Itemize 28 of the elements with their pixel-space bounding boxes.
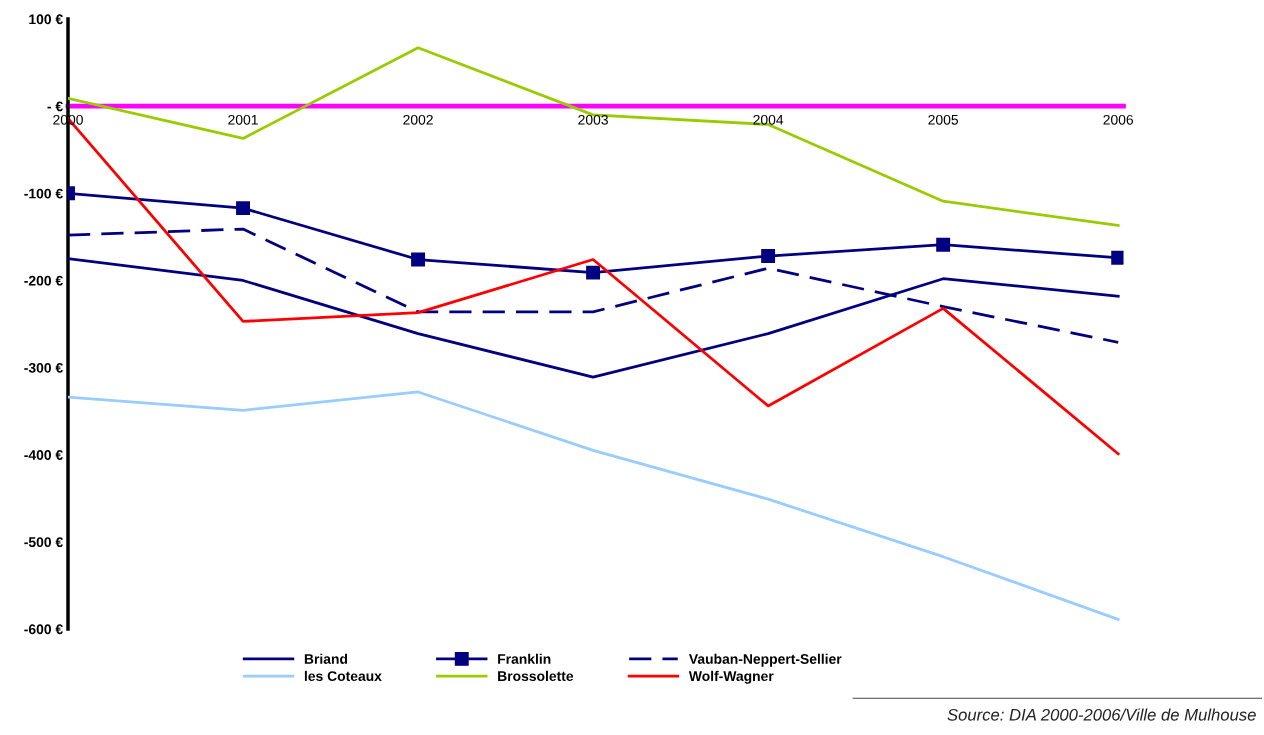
point — [411, 252, 426, 267]
x-tick-label: 2004 — [753, 114, 784, 125]
legend-label: Vauban-Neppert-Sellier — [688, 653, 842, 667]
y-tick-label: -600 € — [24, 624, 63, 635]
x-tick-label: 2005 — [928, 114, 959, 125]
legend-label: les Coteaux — [304, 670, 382, 682]
legend-label: Brossolette — [498, 670, 574, 682]
x-tick-label: 2003 — [578, 114, 608, 125]
y-tick-label: -100 € — [24, 188, 63, 199]
point — [936, 237, 951, 252]
point — [586, 265, 601, 280]
line-series — [68, 390, 1120, 621]
point — [236, 201, 250, 216]
y-tick-label: -400 € — [24, 450, 63, 460]
y-tick-label: - € — [47, 101, 63, 112]
y-tick-label: -500 € — [24, 537, 63, 548]
x-tick-label: 2002 — [403, 114, 433, 125]
legend-label: Briand — [304, 653, 348, 664]
point — [761, 249, 776, 264]
y-tick-label: -300 € — [24, 362, 63, 373]
source-note: Source: DIA 2000-2006/Ville de Mulhouse — [947, 708, 1256, 721]
x-tick-label: 2006 — [1103, 114, 1134, 125]
x-tick-label: 2001 — [228, 114, 258, 125]
y-tick-label: -200 € — [24, 275, 63, 286]
y-tick-label: 100 € — [29, 14, 63, 25]
legend-label: Franklin — [498, 653, 551, 664]
legend-label: Wolf-Wagner — [688, 670, 774, 684]
point — [1111, 250, 1124, 265]
